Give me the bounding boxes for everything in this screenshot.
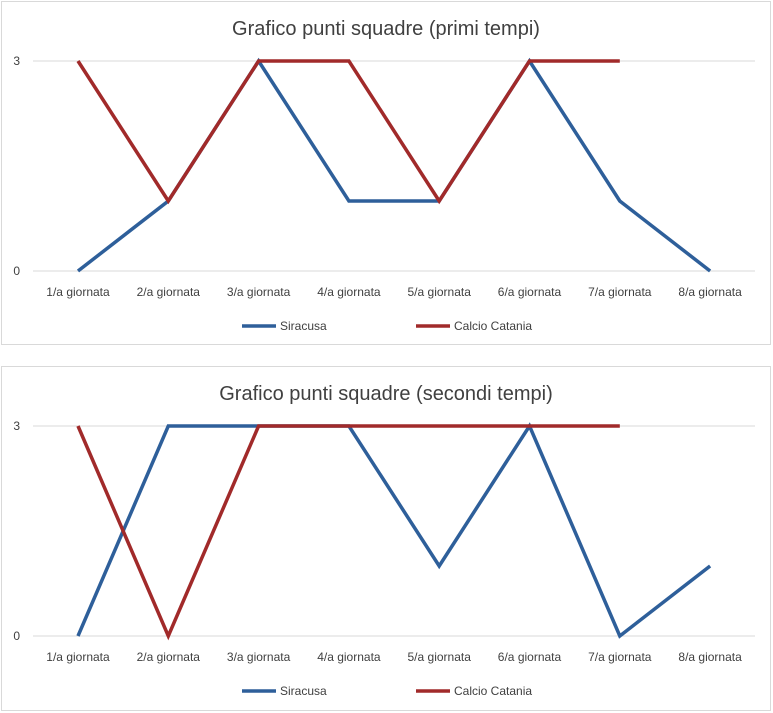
x-tick-label: 8/a giornata <box>678 285 742 299</box>
series-line-calcio-catania <box>76 59 620 205</box>
x-tick-label: 1/a giornata <box>46 285 110 299</box>
x-tick-label: 1/a giornata <box>46 650 110 664</box>
chart-panel-second-halves: Grafico punti squadre (secondi tempi) 0 3 1… <box>1 366 771 711</box>
x-tick-label: 3/a giornata <box>227 285 291 299</box>
series-line-siracusa <box>76 57 712 273</box>
x-tick-label: 4/a giornata <box>317 285 381 299</box>
x-tick-label: 7/a giornata <box>588 285 652 299</box>
chart-title: Grafico punti squadre (primi tempi) <box>232 18 540 40</box>
y-tick-label: 3 <box>13 419 20 433</box>
series-line-calcio-catania <box>76 424 620 641</box>
line-chart-first-halves: Grafico punti squadre (primi tempi) 0 3 1/a… <box>13 18 755 333</box>
x-tick-label: 7/a giornata <box>588 650 652 664</box>
chart-panel-first-halves: Grafico punti squadre (primi tempi) 0 3 1/a… <box>1 1 771 345</box>
legend-label: Calcio Catania <box>454 684 532 698</box>
y-tick-label: 0 <box>13 629 20 643</box>
x-tick-label: 5/a giornata <box>408 650 472 664</box>
x-tick-label: 3/a giornata <box>227 650 291 664</box>
x-tick-label: 5/a giornata <box>408 285 472 299</box>
legend-label: Siracusa <box>280 319 327 333</box>
y-tick-label: 3 <box>13 54 20 68</box>
chart-title: Grafico punti squadre (secondi tempi) <box>219 383 553 405</box>
x-tick-label: 2/a giornata <box>137 650 201 664</box>
legend-label: Calcio Catania <box>454 319 532 333</box>
x-tick-label: 2/a giornata <box>137 285 201 299</box>
x-tick-label: 6/a giornata <box>498 650 562 664</box>
line-chart-second-halves: Grafico punti squadre (secondi tempi) 0 3 1… <box>13 383 755 698</box>
x-tick-label: 8/a giornata <box>678 650 742 664</box>
x-tick-label: 6/a giornata <box>498 285 562 299</box>
legend-label: Siracusa <box>280 684 327 698</box>
y-tick-label: 0 <box>13 264 20 278</box>
series-line-siracusa <box>76 422 712 639</box>
x-tick-label: 4/a giornata <box>317 650 381 664</box>
